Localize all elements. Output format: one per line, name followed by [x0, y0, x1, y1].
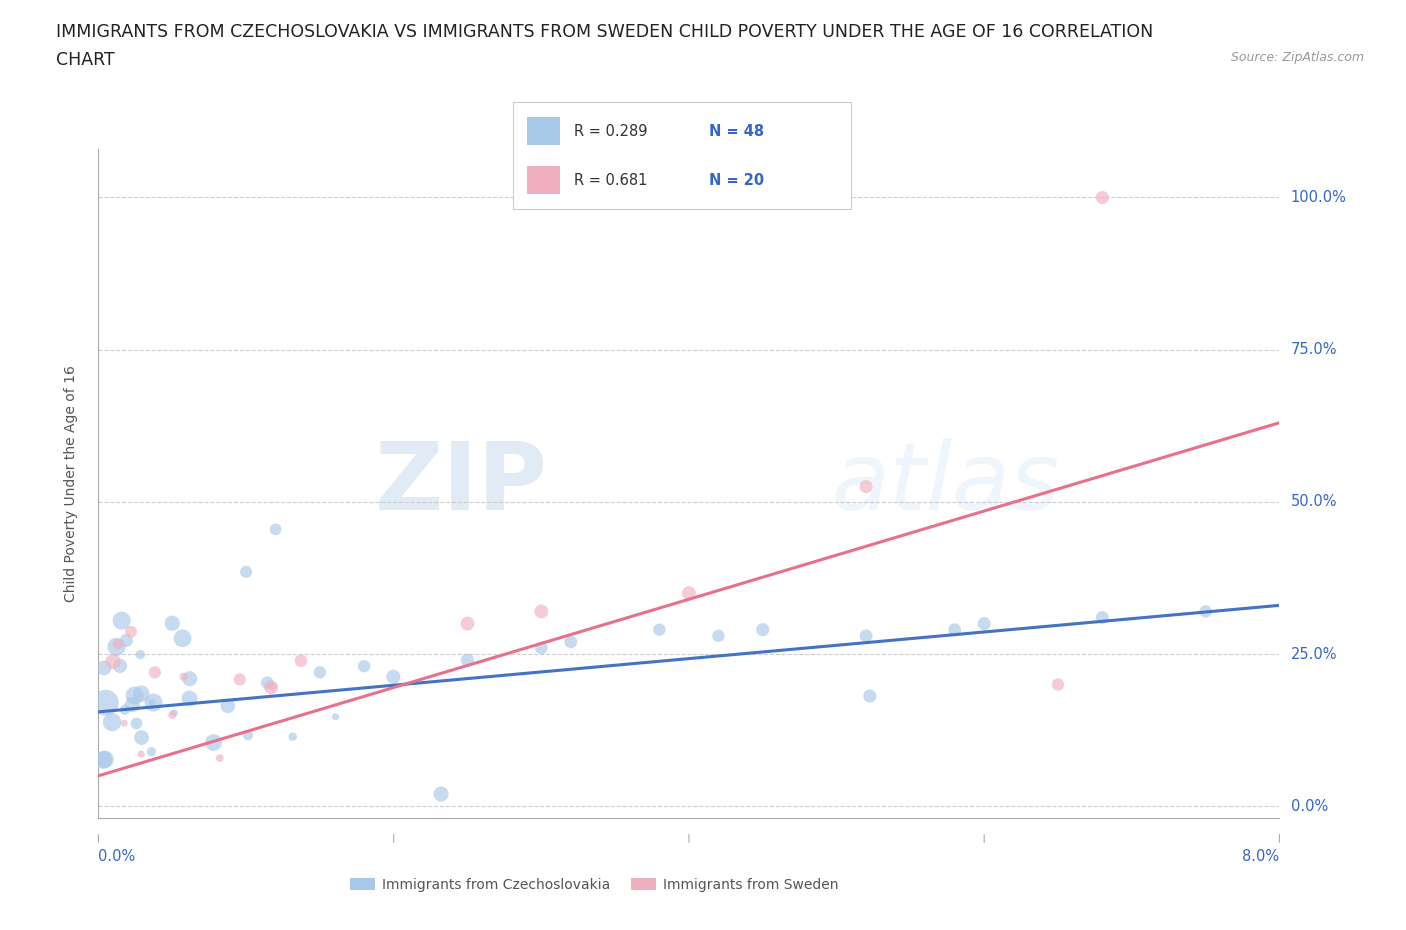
Point [281, 729, 304, 744]
Point [108, 658, 131, 673]
Text: 0.0%: 0.0% [98, 849, 135, 864]
Text: IMMIGRANTS FROM CZECHOSLOVAKIA VS IMMIGRANTS FROM SWEDEN CHILD POVERTY UNDER THE: IMMIGRANTS FROM CZECHOSLOVAKIA VS IMMIGR… [56, 23, 1153, 41]
Point [678, 586, 700, 601]
Point [1091, 610, 1114, 625]
Point [112, 716, 135, 731]
Point [142, 695, 165, 710]
Point [173, 670, 195, 684]
Point [353, 658, 375, 673]
Point [943, 622, 966, 637]
Point [574, 190, 596, 205]
Point [855, 629, 877, 644]
Point [1091, 190, 1114, 205]
Point [91, 752, 114, 767]
Y-axis label: Child Poverty Under the Age of 16: Child Poverty Under the Age of 16 [63, 365, 77, 602]
Point [256, 675, 278, 690]
Point [228, 672, 250, 687]
Point [308, 665, 332, 680]
Point [1194, 604, 1216, 618]
Text: R = 0.681: R = 0.681 [574, 173, 647, 188]
Text: N = 48: N = 48 [709, 124, 763, 139]
Point [973, 617, 995, 631]
Point [855, 479, 877, 494]
Point [162, 708, 183, 723]
Text: Source: ZipAtlas.com: Source: ZipAtlas.com [1230, 51, 1364, 64]
Point [107, 637, 129, 652]
Point [129, 686, 152, 701]
Point [260, 680, 283, 695]
Point [143, 665, 166, 680]
Bar [527, 166, 561, 194]
Text: 0.0%: 0.0% [1291, 799, 1327, 814]
Point [131, 730, 153, 745]
Point [236, 727, 259, 742]
Point [129, 647, 152, 662]
Point [179, 671, 201, 686]
Text: R = 0.289: R = 0.289 [574, 124, 647, 139]
Point [456, 617, 478, 631]
Point [262, 679, 284, 694]
Point [111, 613, 134, 628]
Point [101, 714, 124, 729]
Point [94, 696, 117, 711]
Text: 50.0%: 50.0% [1291, 495, 1337, 510]
Point [530, 604, 553, 618]
Point [125, 716, 148, 731]
Point [208, 751, 231, 765]
Point [114, 702, 136, 717]
Text: 75.0%: 75.0% [1291, 342, 1337, 357]
Point [141, 744, 163, 759]
Point [120, 624, 142, 639]
Point [163, 706, 186, 721]
Point [264, 522, 287, 537]
Point [325, 710, 347, 724]
Point [202, 735, 225, 750]
Point [1046, 677, 1069, 692]
Bar [527, 117, 561, 145]
Point [103, 654, 124, 669]
Text: CHART: CHART [56, 51, 115, 69]
Legend: Immigrants from Czechoslovakia, Immigrants from Sweden: Immigrants from Czechoslovakia, Immigran… [344, 872, 844, 897]
Point [121, 698, 143, 712]
Point [456, 653, 478, 668]
Point [94, 752, 117, 767]
Point [141, 695, 163, 710]
Point [707, 629, 730, 644]
Text: 100.0%: 100.0% [1291, 190, 1347, 205]
Point [430, 787, 453, 802]
Point [93, 660, 115, 675]
Point [859, 688, 882, 703]
Point [560, 634, 582, 649]
Text: atlas: atlas [831, 438, 1059, 529]
Point [235, 565, 257, 579]
Point [179, 691, 201, 706]
Point [648, 622, 671, 637]
Text: 25.0%: 25.0% [1291, 646, 1337, 661]
Point [124, 688, 146, 703]
Point [115, 633, 138, 648]
Point [105, 639, 128, 654]
Point [162, 616, 184, 631]
Point [129, 747, 152, 762]
Point [382, 670, 405, 684]
Point [530, 641, 553, 656]
Point [751, 622, 773, 637]
Point [290, 654, 312, 669]
Text: ZIP: ZIP [374, 438, 547, 529]
Text: N = 20: N = 20 [709, 173, 763, 188]
Point [217, 698, 239, 713]
Text: 8.0%: 8.0% [1243, 849, 1279, 864]
Point [172, 631, 194, 645]
